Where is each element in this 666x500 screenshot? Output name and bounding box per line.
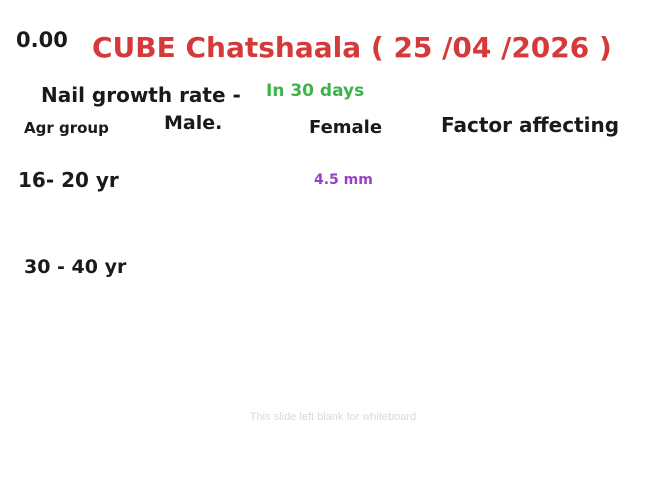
column-header-male: Male. [164, 112, 223, 134]
female-value-16-20: 4.5 mm [314, 172, 373, 188]
column-header-factor-affecting: Factor affecting [441, 113, 620, 137]
period-note: In 30 days [266, 81, 365, 101]
timer-display: 0.00 [16, 28, 68, 52]
row-age-group-30-40: 30 - 40 yr [24, 256, 127, 278]
blank-slide-note: This slide left blank for whiteboard [249, 411, 417, 423]
column-header-age-group: Agr group [24, 119, 109, 137]
column-header-female: Female [309, 117, 383, 138]
row-age-group-16-20: 16- 20 yr [18, 168, 119, 192]
slide-title: CUBE Chatshaala ( 25 /04 /2026 ) [92, 31, 612, 64]
topic-heading: Nail growth rate - [41, 83, 241, 107]
